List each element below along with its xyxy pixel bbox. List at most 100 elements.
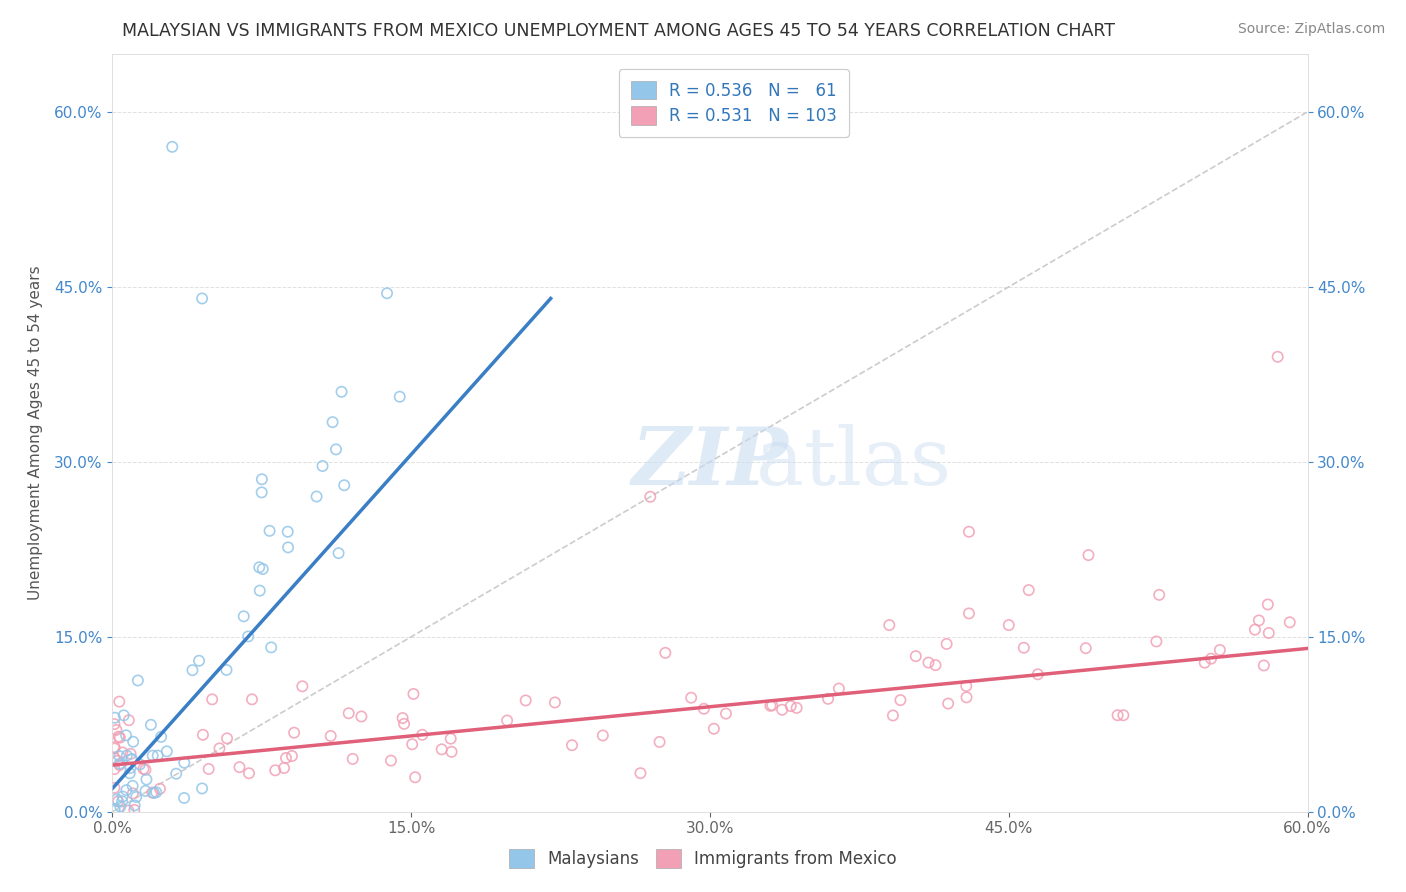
Point: [108, 749, 131, 764]
Point: [561, 738, 583, 752]
Point: [402, 687, 425, 701]
Point: [139, 718, 162, 732]
Point: [1077, 548, 1099, 562]
Point: [135, 772, 157, 787]
Point: [208, 741, 231, 756]
Point: [259, 524, 281, 538]
Point: [238, 630, 260, 644]
Point: [117, 804, 139, 818]
Y-axis label: Unemployment Among Ages 45 to 54 years: Unemployment Among Ages 45 to 54 years: [28, 265, 44, 600]
Point: [319, 729, 342, 743]
Point: [1199, 651, 1222, 665]
Point: [274, 751, 297, 765]
Point: [111, 789, 134, 804]
Point: [630, 766, 652, 780]
Point: [115, 728, 138, 742]
Point: [165, 766, 187, 780]
Point: [181, 663, 204, 677]
Point: [1012, 640, 1035, 655]
Point: [957, 607, 980, 621]
Legend: R = 0.536   N =   61, R = 0.531   N = 103: R = 0.536 N = 61, R = 0.531 N = 103: [619, 70, 849, 136]
Point: [1253, 658, 1275, 673]
Point: [924, 658, 946, 673]
Point: [124, 803, 146, 817]
Point: [149, 781, 172, 796]
Point: [141, 786, 163, 800]
Point: [250, 485, 273, 500]
Point: [121, 752, 143, 766]
Point: [103, 802, 125, 816]
Point: [260, 640, 283, 655]
Point: [191, 292, 214, 306]
Point: [817, 691, 839, 706]
Point: [440, 731, 463, 746]
Point: [1147, 588, 1170, 602]
Point: [828, 681, 851, 696]
Point: [105, 723, 128, 737]
Point: [134, 784, 156, 798]
Point: [108, 731, 131, 745]
Point: [1278, 615, 1301, 630]
Point: [515, 693, 537, 707]
Point: [103, 717, 125, 731]
Point: [281, 749, 304, 764]
Text: atlas: atlas: [756, 424, 950, 502]
Point: [103, 762, 125, 776]
Point: [156, 744, 179, 758]
Point: [173, 791, 195, 805]
Point: [232, 609, 254, 624]
Point: [291, 679, 314, 693]
Point: [238, 766, 260, 780]
Point: [322, 415, 344, 429]
Point: [103, 751, 125, 765]
Point: [904, 649, 927, 664]
Point: [252, 562, 274, 576]
Point: [1112, 708, 1135, 723]
Point: [108, 756, 131, 771]
Point: [215, 731, 238, 746]
Point: [375, 286, 398, 301]
Point: [957, 524, 980, 539]
Text: ZIP: ZIP: [631, 425, 789, 501]
Point: [391, 711, 413, 725]
Point: [654, 646, 676, 660]
Point: [544, 695, 567, 709]
Point: [215, 663, 238, 677]
Point: [127, 673, 149, 688]
Point: [108, 695, 131, 709]
Point: [132, 762, 155, 776]
Point: [105, 754, 128, 768]
Point: [120, 761, 142, 775]
Point: [283, 725, 305, 739]
Point: [191, 781, 214, 796]
Point: [134, 763, 156, 777]
Point: [249, 583, 271, 598]
Point: [250, 472, 273, 486]
Point: [173, 756, 195, 770]
Point: [118, 766, 141, 780]
Point: [648, 735, 671, 749]
Point: [311, 458, 333, 473]
Point: [330, 384, 353, 399]
Point: [111, 794, 134, 808]
Point: [998, 618, 1021, 632]
Point: [779, 699, 801, 714]
Point: [879, 618, 901, 632]
Point: [1074, 641, 1097, 656]
Point: [105, 792, 128, 806]
Point: [146, 748, 169, 763]
Point: [1026, 667, 1049, 681]
Point: [889, 693, 911, 707]
Point: [693, 702, 716, 716]
Point: [277, 524, 299, 539]
Point: [681, 690, 703, 705]
Point: [703, 722, 725, 736]
Point: [108, 758, 131, 772]
Legend: Malaysians, Immigrants from Mexico: Malaysians, Immigrants from Mexico: [502, 843, 904, 875]
Point: [333, 478, 356, 492]
Point: [328, 546, 350, 560]
Point: [188, 654, 211, 668]
Point: [228, 760, 250, 774]
Point: [936, 697, 959, 711]
Point: [1247, 614, 1270, 628]
